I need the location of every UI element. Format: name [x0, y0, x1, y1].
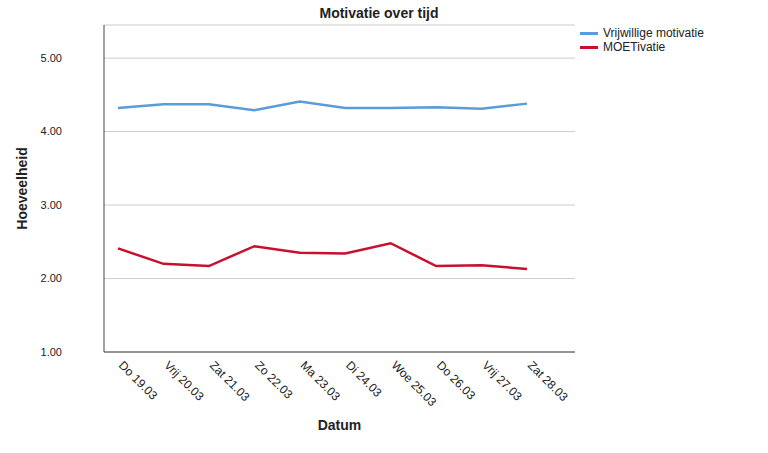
- svg-text:Woe 25.03: Woe 25.03: [389, 358, 440, 409]
- svg-text:Hoeveelheid: Hoeveelheid: [14, 147, 30, 229]
- svg-text:Zat 21.03: Zat 21.03: [207, 358, 253, 404]
- svg-text:5.00: 5.00: [41, 52, 62, 64]
- svg-text:Ma 23.03: Ma 23.03: [298, 358, 344, 404]
- svg-text:Di 24.03: Di 24.03: [343, 358, 385, 400]
- svg-text:Do 19.03: Do 19.03: [116, 358, 161, 403]
- html-text:Vrijwillige motivatie: Vrijwillige motivatie: [603, 26, 704, 40]
- svg-text:Vrij 27.03: Vrij 27.03: [479, 358, 525, 404]
- svg-text:Datum: Datum: [318, 417, 362, 433]
- svg-text:1.00: 1.00: [41, 346, 62, 358]
- html-text:MOETivatie: MOETivatie: [603, 40, 666, 54]
- svg-text:4.00: 4.00: [41, 125, 62, 137]
- svg-text:Do 26.03: Do 26.03: [434, 358, 479, 403]
- svg-text:Zo 22.03: Zo 22.03: [252, 358, 296, 402]
- svg-text:Zat 28.03: Zat 28.03: [525, 358, 571, 404]
- svg-text:Vrij 20.03: Vrij 20.03: [161, 358, 207, 404]
- svg-text:3.00: 3.00: [41, 199, 62, 211]
- html-text:Motivatie over tijd: Motivatie over tijd: [319, 5, 439, 21]
- svg-text:2.00: 2.00: [41, 272, 62, 284]
